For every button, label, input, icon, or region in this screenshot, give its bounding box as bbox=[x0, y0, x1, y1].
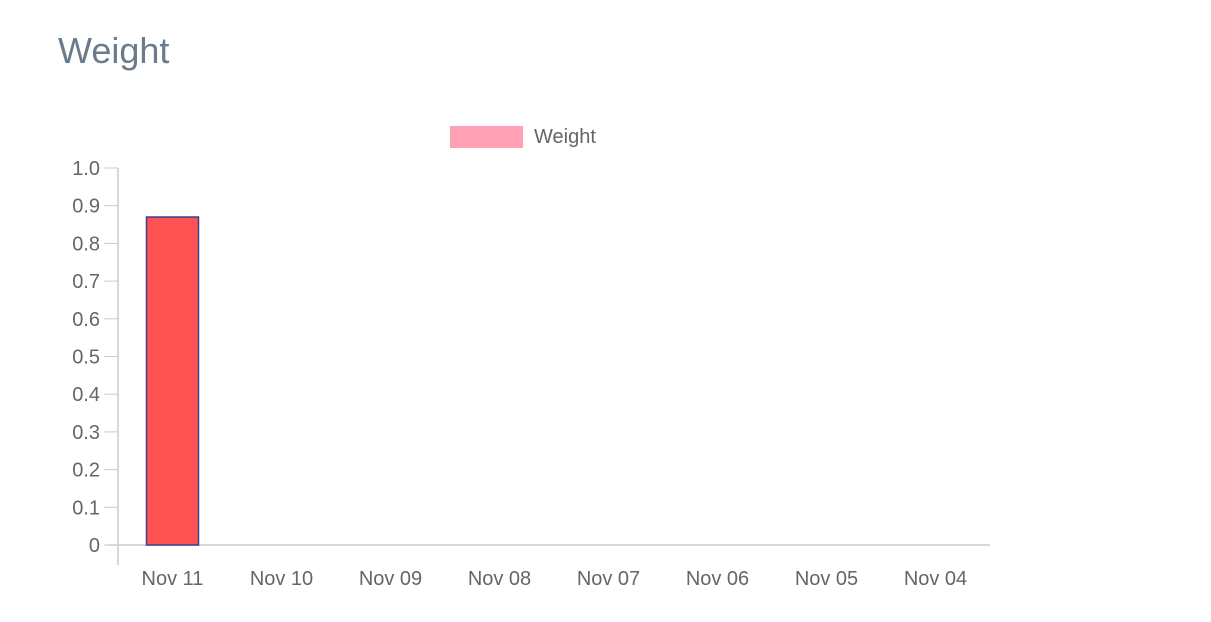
y-axis-ticks: 0 0.1 0.2 0.3 0.4 0.5 0.6 0.7 0.8 0.9 1.0 bbox=[72, 158, 118, 557]
y-tick-label: 0.8 bbox=[72, 233, 100, 255]
y-tick-label: 0.7 bbox=[72, 271, 100, 293]
x-axis-ticks: Nov 11 Nov 10 Nov 09 Nov 08 Nov 07 Nov 06 Nov … bbox=[142, 568, 968, 590]
y-tick-label: 0.5 bbox=[72, 347, 100, 369]
y-tick-label: 0.9 bbox=[72, 196, 100, 218]
page-title: Weight bbox=[58, 30, 170, 71]
x-tick-label: Nov 05 bbox=[795, 568, 858, 590]
x-tick-label: Nov 10 bbox=[250, 568, 313, 590]
x-tick-label: Nov 09 bbox=[359, 568, 422, 590]
x-tick-label: Nov 06 bbox=[686, 568, 749, 590]
y-tick-label: 0.2 bbox=[72, 460, 100, 482]
y-tick-label: 0 bbox=[89, 535, 100, 557]
y-tick-label: 0.6 bbox=[72, 309, 100, 331]
x-tick-label: Nov 04 bbox=[904, 568, 967, 590]
y-tick-label: 1.0 bbox=[72, 158, 100, 180]
y-tick-label: 0.1 bbox=[72, 497, 100, 519]
x-tick-label: Nov 11 bbox=[142, 568, 204, 590]
y-tick-label: 0.3 bbox=[72, 422, 100, 444]
x-tick-label: Nov 08 bbox=[468, 568, 531, 590]
legend-label-weight[interactable]: Weight bbox=[534, 126, 596, 148]
bar-nov-11[interactable] bbox=[145, 216, 200, 546]
y-tick-label: 0.4 bbox=[72, 384, 100, 406]
legend[interactable]: Weight bbox=[450, 126, 596, 148]
axes bbox=[108, 168, 990, 565]
legend-swatch-weight[interactable] bbox=[450, 126, 523, 148]
bars bbox=[145, 216, 200, 546]
x-tick-label: Nov 07 bbox=[577, 568, 640, 590]
